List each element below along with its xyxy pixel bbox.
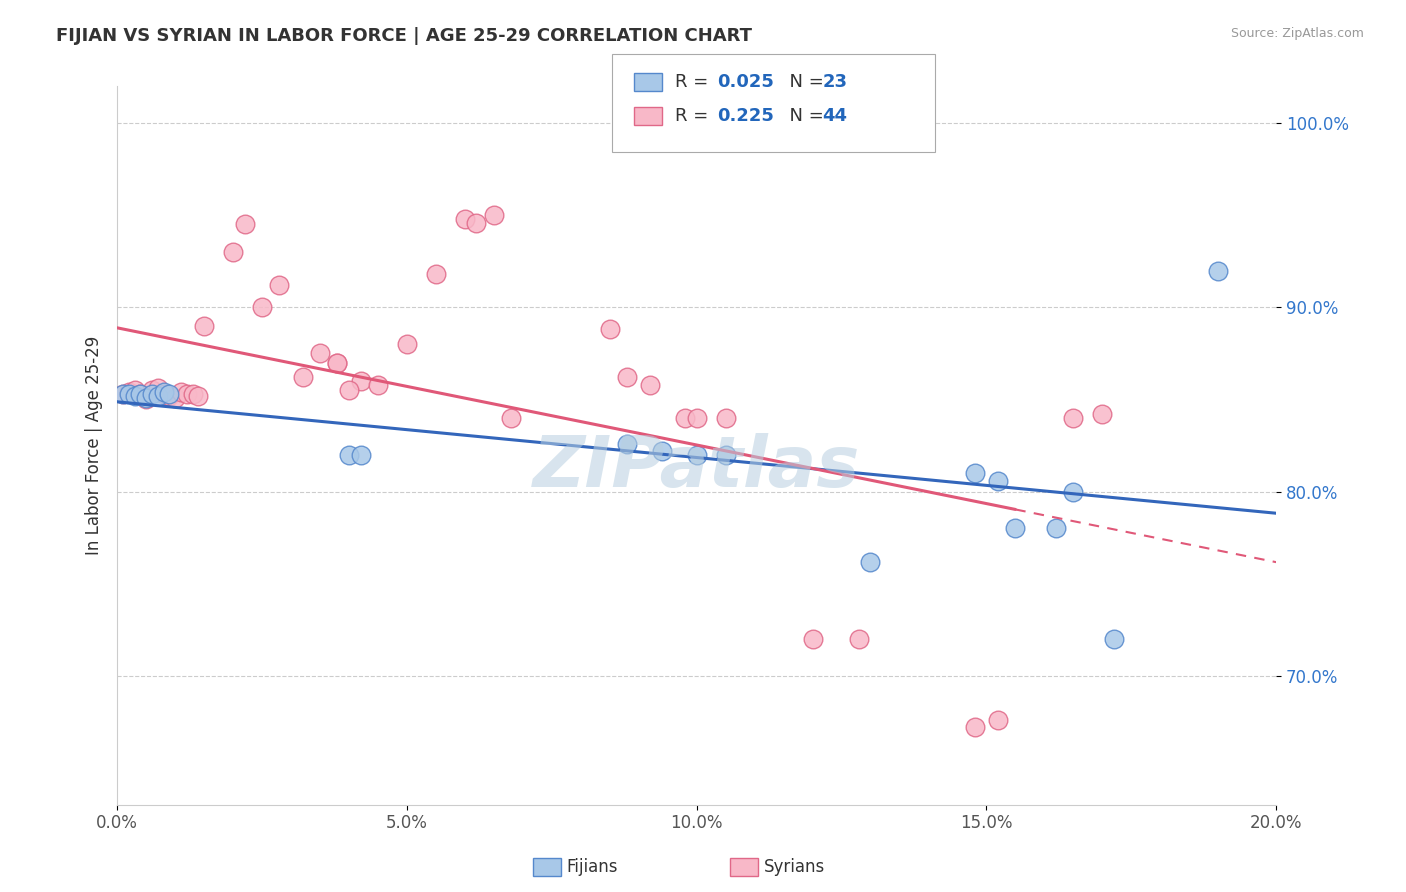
Point xyxy=(673,410,696,425)
Point xyxy=(129,387,152,401)
Point xyxy=(501,410,523,425)
Point xyxy=(1102,632,1125,646)
Point xyxy=(291,370,314,384)
Point xyxy=(269,278,291,293)
Text: 0.225: 0.225 xyxy=(717,107,773,125)
Point xyxy=(599,322,621,336)
Point xyxy=(616,370,638,384)
Point xyxy=(987,713,1010,727)
Point xyxy=(326,356,349,370)
Point xyxy=(233,218,256,232)
Point xyxy=(685,410,707,425)
Point xyxy=(963,466,986,480)
Point xyxy=(349,374,371,388)
Text: 23: 23 xyxy=(823,73,848,91)
Y-axis label: In Labor Force | Age 25-29: In Labor Force | Age 25-29 xyxy=(86,336,103,555)
Point xyxy=(157,389,180,403)
Point xyxy=(124,389,146,403)
Point xyxy=(482,208,505,222)
Point xyxy=(152,387,174,401)
Point xyxy=(349,448,371,462)
Point xyxy=(848,632,870,646)
Point xyxy=(685,448,707,462)
Point xyxy=(141,387,163,401)
Point xyxy=(714,448,737,462)
Point xyxy=(640,377,662,392)
Text: FIJIAN VS SYRIAN IN LABOR FORCE | AGE 25-29 CORRELATION CHART: FIJIAN VS SYRIAN IN LABOR FORCE | AGE 25… xyxy=(56,27,752,45)
Text: 44: 44 xyxy=(823,107,848,125)
Point xyxy=(465,216,488,230)
Point xyxy=(193,318,215,333)
Point xyxy=(987,474,1010,488)
Point xyxy=(963,720,986,734)
Point xyxy=(1062,484,1084,499)
Point xyxy=(141,384,163,398)
Text: Fijians: Fijians xyxy=(567,858,619,876)
Text: Syrians: Syrians xyxy=(763,858,825,876)
Point xyxy=(170,385,193,400)
Text: ZIPatlas: ZIPatlas xyxy=(533,433,860,501)
Text: R =: R = xyxy=(675,73,714,91)
Point xyxy=(146,381,169,395)
Point xyxy=(425,267,447,281)
Point xyxy=(165,391,187,405)
Point xyxy=(714,410,737,425)
Point xyxy=(111,387,134,401)
Point xyxy=(129,387,152,401)
Point xyxy=(187,389,209,403)
Text: N =: N = xyxy=(778,107,830,125)
Point xyxy=(367,377,389,392)
Point xyxy=(1045,521,1067,535)
Text: Source: ZipAtlas.com: Source: ZipAtlas.com xyxy=(1230,27,1364,40)
Point xyxy=(326,356,349,370)
Point xyxy=(118,385,141,400)
Point xyxy=(135,391,157,405)
Point xyxy=(337,384,360,398)
Text: N =: N = xyxy=(778,73,830,91)
Text: 0.025: 0.025 xyxy=(717,73,773,91)
Point xyxy=(124,384,146,398)
Point xyxy=(1206,263,1229,277)
Point xyxy=(157,387,180,401)
Point xyxy=(118,387,141,401)
Point xyxy=(222,245,245,260)
Point xyxy=(135,392,157,407)
Point xyxy=(111,387,134,401)
Point xyxy=(309,346,332,360)
Point xyxy=(181,387,204,401)
Point xyxy=(176,387,198,401)
Point xyxy=(250,301,273,315)
Point xyxy=(651,444,673,458)
Point xyxy=(1004,521,1026,535)
Point xyxy=(337,448,360,462)
Point xyxy=(859,555,882,569)
Point xyxy=(801,632,824,646)
Point xyxy=(395,337,418,351)
Point xyxy=(1091,407,1114,421)
Point xyxy=(616,436,638,450)
Point xyxy=(152,385,174,400)
Point xyxy=(146,389,169,403)
Text: R =: R = xyxy=(675,107,714,125)
Point xyxy=(454,211,477,226)
Point xyxy=(1062,410,1084,425)
